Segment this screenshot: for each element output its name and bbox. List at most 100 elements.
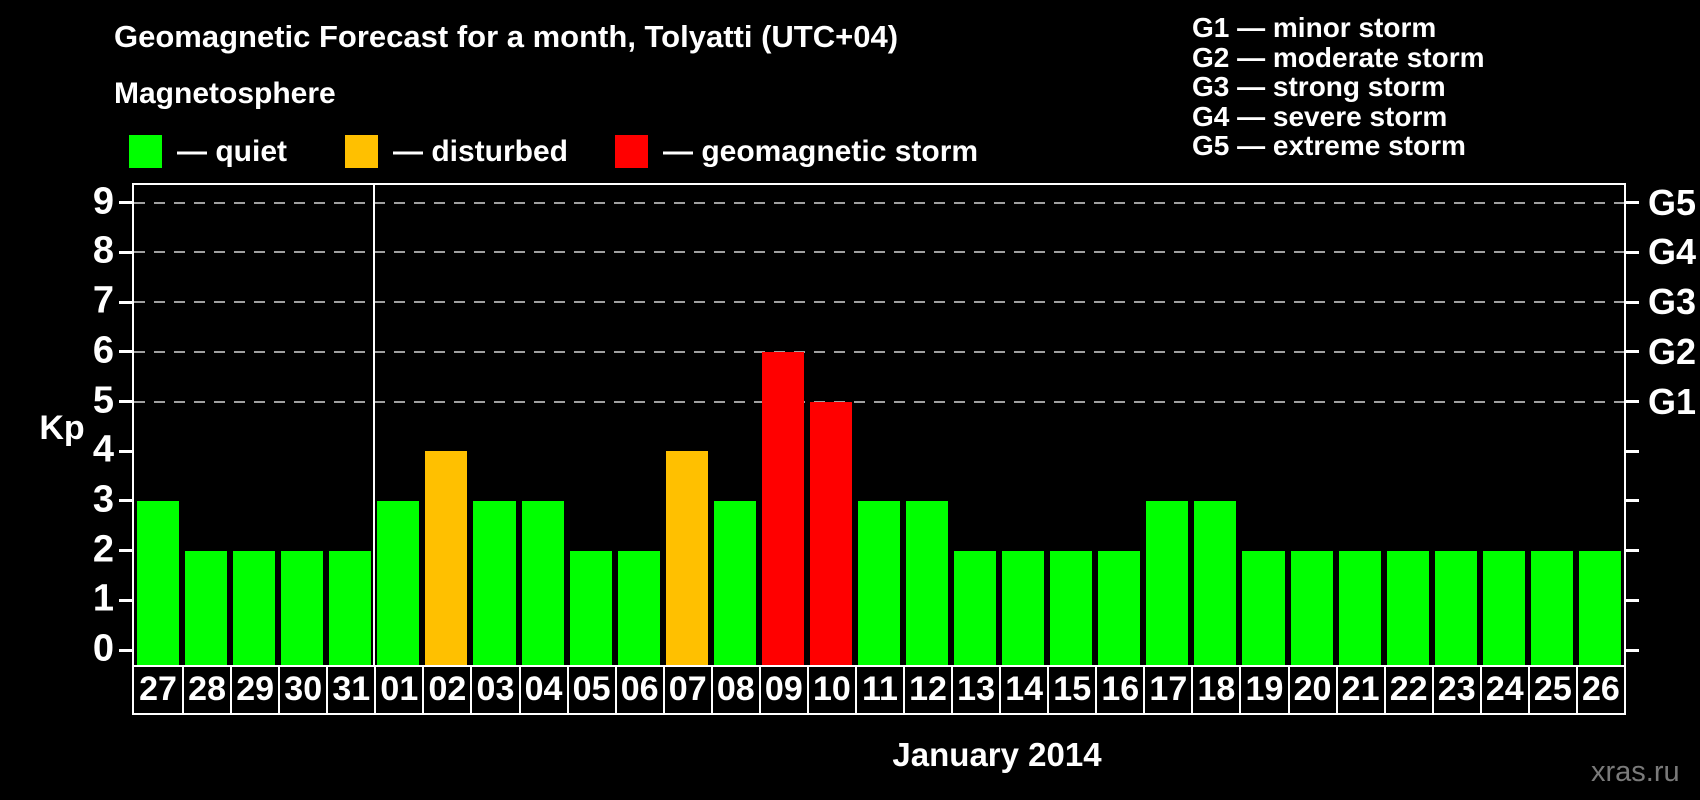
kp-bar-day-26 bbox=[1578, 550, 1621, 665]
y-axis-tick-mark-right bbox=[1626, 350, 1639, 354]
x-axis-day-cell: 14 bbox=[999, 667, 1047, 713]
gridline-kp5 bbox=[134, 400, 1624, 403]
y-axis-tick-mark-right bbox=[1626, 201, 1639, 205]
gridline-kp7 bbox=[134, 301, 1624, 304]
y-axis-tick-label-2: 2 bbox=[92, 528, 114, 571]
legend-swatch-storm bbox=[615, 135, 648, 168]
storm-scale-legend: G1 — minor storm G2 — moderate storm G3 — … bbox=[1192, 13, 1485, 161]
kp-bar-day-12 bbox=[906, 500, 949, 665]
kp-bar-day-09 bbox=[761, 351, 804, 665]
y-axis-tick-mark-right bbox=[1626, 300, 1639, 304]
y-axis-title: Kp bbox=[39, 409, 85, 447]
kp-bar-day-30 bbox=[281, 550, 324, 665]
gridline-kp6 bbox=[134, 350, 1624, 353]
kp-bar-day-22 bbox=[1386, 550, 1429, 665]
x-axis-day-cell: 19 bbox=[1239, 667, 1287, 713]
x-axis-day-cell: 29 bbox=[230, 667, 278, 713]
kp-bar-day-31 bbox=[329, 550, 372, 665]
y-axis-tick-mark-left bbox=[119, 598, 132, 602]
y-axis-tick-label-9: 9 bbox=[92, 180, 114, 223]
y-axis-tick-mark-left bbox=[119, 648, 132, 652]
x-axis-day-cell: 10 bbox=[806, 667, 855, 713]
kp-bar-day-06 bbox=[617, 550, 660, 665]
kp-bar-day-18 bbox=[1194, 500, 1237, 665]
x-axis-day-cell: 31 bbox=[326, 667, 374, 713]
kp-bar-day-01 bbox=[377, 500, 420, 665]
storm-scale-line: G1 — minor storm bbox=[1192, 12, 1437, 43]
x-axis-day-cell: 09 bbox=[758, 667, 807, 713]
kp-bar-day-27 bbox=[137, 500, 180, 665]
storm-scale-line: G3 — strong storm bbox=[1192, 71, 1446, 103]
legend-label-quiet: — quiet bbox=[177, 134, 287, 168]
y-axis-tick-mark-right bbox=[1626, 449, 1639, 453]
y-axis-tick-mark-left bbox=[119, 499, 132, 503]
kp-bar-day-25 bbox=[1530, 550, 1573, 665]
legend-label-storm: — geomagnetic storm bbox=[663, 134, 979, 168]
y-axis-tick-mark-right bbox=[1626, 400, 1639, 403]
x-axis-day-cell: 11 bbox=[854, 667, 903, 713]
kp-bar-day-13 bbox=[954, 550, 997, 665]
x-axis-day-cell: 16 bbox=[1095, 667, 1143, 713]
x-axis-day-cell: 08 bbox=[710, 667, 759, 713]
legend-item-quiet: — quiet bbox=[129, 135, 287, 168]
x-axis-day-cell: 18 bbox=[1191, 667, 1239, 713]
x-axis-day-cell: 03 bbox=[470, 667, 518, 713]
y-axis-tick-mark-right bbox=[1626, 648, 1639, 652]
y-axis-tick-mark-left bbox=[119, 201, 132, 205]
y-axis-tick-mark-right bbox=[1626, 250, 1639, 254]
gridline-kp8 bbox=[134, 251, 1624, 254]
x-axis-title: January 2014 bbox=[892, 736, 1102, 773]
kp-bar-day-03 bbox=[473, 500, 516, 665]
x-axis-day-cell: 27 bbox=[139, 670, 177, 708]
y-axis-tick-mark-right bbox=[1626, 598, 1639, 602]
x-axis-day-cell: 28 bbox=[182, 667, 230, 713]
y-axis-tick-label-8: 8 bbox=[92, 230, 114, 273]
watermark: xras.ru bbox=[1591, 756, 1680, 788]
kp-bar-day-07 bbox=[665, 451, 708, 665]
y-axis-tick-label-1: 1 bbox=[92, 577, 114, 620]
x-axis-day-cell: 17 bbox=[1143, 667, 1191, 713]
kp-bar-day-24 bbox=[1482, 550, 1525, 665]
kp-bar-day-23 bbox=[1434, 550, 1477, 665]
x-axis-day-cell: 22 bbox=[1383, 667, 1432, 713]
legend-swatch-disturbed bbox=[345, 135, 378, 168]
kp-bar-day-08 bbox=[713, 500, 756, 665]
y-axis-tick-label-3: 3 bbox=[92, 478, 114, 521]
y-axis-tick-mark-left bbox=[119, 549, 132, 553]
kp-bar-day-21 bbox=[1338, 550, 1381, 665]
kp-bar-day-15 bbox=[1050, 550, 1093, 665]
kp-bar-day-17 bbox=[1146, 500, 1189, 665]
month-separator-line bbox=[373, 185, 376, 665]
kp-bar-day-14 bbox=[1002, 550, 1045, 665]
x-axis-day-cell: 24 bbox=[1479, 667, 1528, 713]
x-axis-day-cell: 07 bbox=[662, 667, 711, 713]
plot-area bbox=[132, 183, 1626, 667]
kp-bar-day-05 bbox=[569, 550, 612, 665]
x-axis-day-cell: 05 bbox=[566, 667, 615, 713]
x-axis-day-row: 27 28 29 30 31 01 02 03 04 05 06 07 08 09 10 11 12 13 14 15… bbox=[132, 665, 1626, 715]
kp-bar-day-11 bbox=[857, 500, 901, 665]
y-axis-tick-mark-right bbox=[1626, 549, 1639, 553]
x-axis-day-cell: 26 bbox=[1575, 667, 1624, 713]
g-scale-axis-label-g5: G5 bbox=[1648, 181, 1697, 223]
y-axis-tick-mark-left bbox=[119, 350, 132, 354]
gridline-kp9 bbox=[134, 201, 1624, 204]
x-axis-day-cell: 25 bbox=[1527, 667, 1576, 713]
x-axis-day-cell: 30 bbox=[278, 667, 326, 713]
legend-swatch-quiet bbox=[129, 135, 162, 168]
legend-label-disturbed: — disturbed bbox=[393, 134, 569, 168]
kp-bar-day-20 bbox=[1290, 550, 1333, 665]
x-axis-day-cell: 01 bbox=[374, 667, 422, 713]
legend-item-storm: — geomagnetic storm bbox=[615, 135, 978, 168]
kp-bar-day-29 bbox=[233, 550, 276, 665]
y-axis-tick-mark-left bbox=[119, 300, 132, 304]
y-axis-tick-mark-left bbox=[119, 250, 132, 254]
legend-item-disturbed: — disturbed bbox=[345, 135, 568, 168]
x-axis-day-cell: 15 bbox=[1047, 667, 1095, 713]
kp-bar-day-16 bbox=[1098, 550, 1141, 665]
g-scale-axis-label-g1: G1 bbox=[1648, 380, 1697, 422]
x-axis-day-cell: 06 bbox=[614, 667, 663, 713]
x-axis-day-cell: 21 bbox=[1335, 667, 1384, 713]
x-axis-day-cell: 04 bbox=[518, 667, 567, 713]
kp-bar-day-02 bbox=[425, 451, 468, 665]
